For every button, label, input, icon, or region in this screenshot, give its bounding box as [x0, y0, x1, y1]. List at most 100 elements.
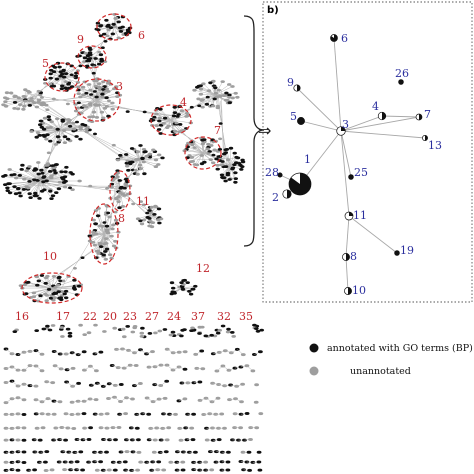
network-node	[142, 172, 147, 176]
network-node	[61, 75, 67, 79]
network-node	[96, 252, 101, 255]
cluster-label: 11	[136, 195, 150, 208]
network-node	[129, 147, 135, 150]
component-node	[136, 438, 141, 442]
component-node	[146, 412, 152, 416]
network-node	[55, 135, 61, 139]
component-node	[216, 426, 221, 430]
component-node	[33, 412, 39, 416]
network-node	[77, 179, 82, 183]
component-label: 32	[217, 310, 231, 323]
network-node	[100, 46, 105, 49]
network-node	[96, 249, 101, 253]
cluster-outline	[150, 104, 192, 136]
network-node	[39, 125, 44, 129]
subnetwork-node	[394, 250, 400, 256]
network-node	[24, 169, 29, 173]
component-node	[57, 400, 63, 404]
network-node	[45, 108, 50, 111]
component-node	[225, 468, 231, 472]
network-node	[160, 156, 165, 160]
network-node	[58, 139, 62, 142]
component-node	[50, 324, 56, 327]
network-edge	[111, 183, 121, 192]
network-node	[42, 116, 48, 120]
network-node	[97, 50, 102, 54]
network-node	[227, 93, 232, 97]
component-node	[122, 460, 128, 464]
component-node	[81, 399, 87, 403]
network-node	[17, 191, 22, 195]
network-node	[97, 242, 103, 246]
network-edge	[29, 71, 58, 106]
component-node	[21, 398, 27, 402]
network-node	[233, 177, 238, 181]
network-node	[95, 214, 101, 218]
network-node	[22, 104, 27, 108]
component-node	[113, 438, 118, 442]
network-node	[63, 289, 69, 293]
component-node	[193, 450, 198, 454]
network-node	[17, 174, 22, 177]
component-node	[70, 384, 75, 388]
network-node	[191, 287, 196, 291]
component-node	[81, 412, 87, 416]
network-node	[141, 218, 147, 222]
network-node	[104, 242, 109, 245]
component-node	[154, 426, 160, 430]
component-node	[247, 468, 253, 472]
network-node	[123, 182, 129, 186]
network-node	[118, 191, 123, 195]
network-node	[185, 114, 191, 118]
component-node	[248, 438, 253, 441]
network-node	[141, 160, 146, 164]
component-node	[130, 438, 135, 442]
component-node	[162, 328, 168, 331]
component-node	[197, 332, 202, 335]
component-node	[12, 330, 18, 333]
network-node	[138, 219, 143, 223]
cluster-label: 9	[77, 33, 84, 46]
component-node	[15, 460, 21, 464]
network-node	[87, 83, 92, 86]
cluster-outline	[89, 203, 119, 265]
subnetwork-edge	[340, 115, 383, 132]
network-node	[78, 125, 83, 129]
cluster-outline	[44, 62, 80, 92]
network-node	[97, 82, 102, 86]
component-node	[240, 450, 246, 454]
component-label: 22	[83, 310, 97, 323]
component-node	[162, 396, 168, 400]
network-node	[198, 87, 204, 91]
network-node	[49, 176, 54, 180]
subnetwork-edge	[340, 116, 420, 132]
network-edge	[61, 76, 66, 89]
component-node	[59, 326, 65, 329]
network-node	[149, 225, 155, 229]
component-node	[173, 412, 178, 416]
network-node	[41, 180, 46, 184]
network-node	[193, 284, 198, 288]
network-node	[233, 171, 238, 175]
network-node	[64, 165, 69, 169]
network-node	[36, 98, 42, 102]
component-node	[3, 460, 9, 464]
component-node	[93, 398, 99, 402]
component-node	[76, 381, 81, 385]
network-node	[179, 109, 185, 113]
network-node	[48, 82, 53, 86]
network-node	[31, 291, 37, 295]
network-node	[218, 122, 223, 125]
network-node	[230, 167, 235, 171]
network-node	[94, 79, 99, 83]
component-node	[216, 438, 222, 442]
network-node	[93, 57, 98, 60]
network-node	[38, 123, 43, 127]
network-node	[113, 17, 118, 20]
network-node	[106, 28, 111, 32]
subnetwork-node-label: 5	[290, 110, 297, 123]
network-node	[106, 211, 111, 215]
network-node	[184, 111, 190, 115]
network-node	[105, 231, 111, 235]
